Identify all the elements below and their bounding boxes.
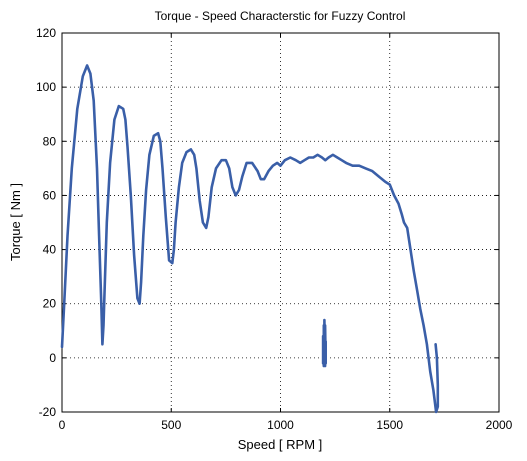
x-axis-label: Speed [ RPM ]: [238, 437, 323, 452]
chart-title: Torque - Speed Characterstic for Fuzzy C…: [155, 9, 406, 23]
grid: [62, 33, 499, 412]
x-tick-label: 1000: [267, 418, 294, 432]
x-tick-label: 0: [59, 418, 66, 432]
y-tick-label: 120: [36, 26, 56, 40]
y-tick-label: 100: [36, 80, 56, 94]
series-line-1: [321, 318, 327, 368]
x-tick-label: 1500: [376, 418, 403, 432]
y-tick-label: 20: [43, 297, 57, 311]
x-tick-label: 500: [161, 418, 181, 432]
y-axis-label: Torque [ Nm ]: [8, 183, 23, 261]
y-tick-label: 0: [49, 351, 56, 365]
y-tick-label: 40: [43, 243, 57, 257]
series-lines: [60, 64, 440, 414]
series-line-0: [60, 64, 440, 414]
y-tick-label: 80: [43, 134, 57, 148]
y-tick-label: -20: [39, 405, 57, 419]
x-tick-label: 2000: [486, 418, 513, 432]
y-tick-label: 60: [43, 188, 57, 202]
